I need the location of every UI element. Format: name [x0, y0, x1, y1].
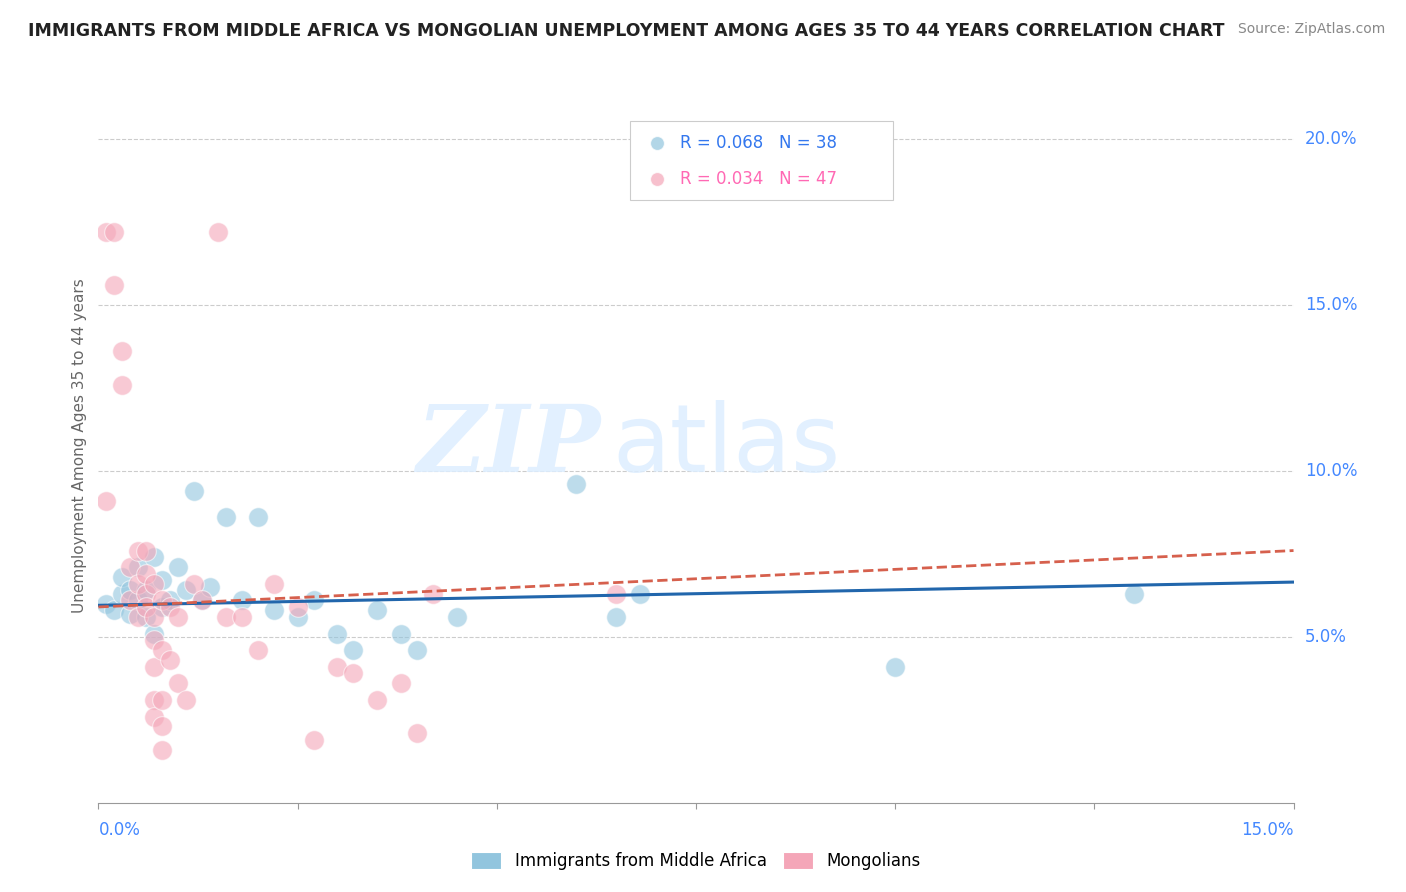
Point	[127, 610, 149, 624]
Point	[628, 587, 651, 601]
Point	[246, 510, 269, 524]
Point	[135, 543, 157, 558]
Point	[143, 693, 166, 707]
Point	[342, 666, 364, 681]
Point	[174, 693, 197, 707]
Point	[183, 576, 205, 591]
Point	[207, 225, 229, 239]
Point	[135, 583, 157, 598]
Point	[191, 593, 214, 607]
Point	[326, 659, 349, 673]
Point	[159, 653, 181, 667]
Point	[143, 709, 166, 723]
Point	[103, 278, 125, 293]
Point	[96, 597, 118, 611]
Point	[565, 477, 588, 491]
Point	[191, 593, 214, 607]
Point	[150, 643, 173, 657]
Point	[127, 560, 149, 574]
Point	[120, 560, 142, 574]
Text: atlas: atlas	[612, 400, 841, 492]
Point	[150, 742, 173, 756]
Point	[183, 483, 205, 498]
Point	[96, 493, 118, 508]
Point	[366, 693, 388, 707]
Point	[143, 576, 166, 591]
Point	[120, 593, 142, 607]
Point	[103, 603, 125, 617]
Point	[143, 633, 166, 648]
Point	[446, 610, 468, 624]
Y-axis label: Unemployment Among Ages 35 to 44 years: Unemployment Among Ages 35 to 44 years	[72, 278, 87, 614]
Legend: Immigrants from Middle Africa, Mongolians: Immigrants from Middle Africa, Mongolian…	[464, 845, 928, 877]
Point	[159, 593, 181, 607]
Text: 10.0%: 10.0%	[1305, 462, 1357, 480]
Point	[111, 587, 134, 601]
Point	[143, 659, 166, 673]
Text: 20.0%: 20.0%	[1305, 130, 1357, 148]
Point	[342, 643, 364, 657]
FancyBboxPatch shape	[630, 121, 893, 200]
Point	[127, 543, 149, 558]
Point	[198, 580, 221, 594]
Point	[96, 225, 118, 239]
Point	[406, 726, 429, 740]
Point	[231, 610, 253, 624]
Point	[366, 603, 388, 617]
Point	[135, 566, 157, 581]
Point	[174, 583, 197, 598]
Point	[406, 643, 429, 657]
Point	[231, 593, 253, 607]
Point	[302, 732, 325, 747]
Point	[287, 599, 309, 614]
Point	[263, 576, 285, 591]
Point	[143, 550, 166, 565]
Point	[120, 607, 142, 621]
Point	[103, 225, 125, 239]
Point	[167, 610, 190, 624]
Point	[167, 676, 190, 690]
Point	[111, 377, 134, 392]
Text: Source: ZipAtlas.com: Source: ZipAtlas.com	[1237, 22, 1385, 37]
Point	[159, 599, 181, 614]
Point	[422, 587, 444, 601]
Text: ZIP: ZIP	[416, 401, 600, 491]
Text: R = 0.068   N = 38: R = 0.068 N = 38	[681, 134, 838, 152]
Point	[150, 693, 173, 707]
Point	[135, 587, 157, 601]
Point	[215, 610, 238, 624]
Point	[150, 574, 173, 588]
Point	[263, 603, 285, 617]
Text: 15.0%: 15.0%	[1305, 296, 1357, 314]
Text: 15.0%: 15.0%	[1241, 821, 1294, 838]
Point	[884, 659, 907, 673]
Text: 0.0%: 0.0%	[98, 821, 141, 838]
Point	[1123, 587, 1146, 601]
Point	[302, 593, 325, 607]
Point	[135, 610, 157, 624]
Point	[326, 626, 349, 640]
Point	[150, 719, 173, 733]
Point	[150, 593, 173, 607]
Point	[389, 676, 412, 690]
Point	[127, 576, 149, 591]
Point	[135, 599, 157, 614]
Text: R = 0.034   N = 47: R = 0.034 N = 47	[681, 169, 838, 187]
Point	[246, 643, 269, 657]
Point	[287, 610, 309, 624]
Point	[143, 626, 166, 640]
Text: IMMIGRANTS FROM MIDDLE AFRICA VS MONGOLIAN UNEMPLOYMENT AMONG AGES 35 TO 44 YEAR: IMMIGRANTS FROM MIDDLE AFRICA VS MONGOLI…	[28, 22, 1225, 40]
Point	[150, 599, 173, 614]
Point	[111, 344, 134, 359]
Point	[389, 626, 412, 640]
Point	[215, 510, 238, 524]
Point	[167, 560, 190, 574]
Point	[127, 593, 149, 607]
Point	[605, 610, 627, 624]
Point	[120, 583, 142, 598]
Point	[111, 570, 134, 584]
Point	[605, 587, 627, 601]
Point	[143, 610, 166, 624]
Text: 5.0%: 5.0%	[1305, 628, 1347, 646]
